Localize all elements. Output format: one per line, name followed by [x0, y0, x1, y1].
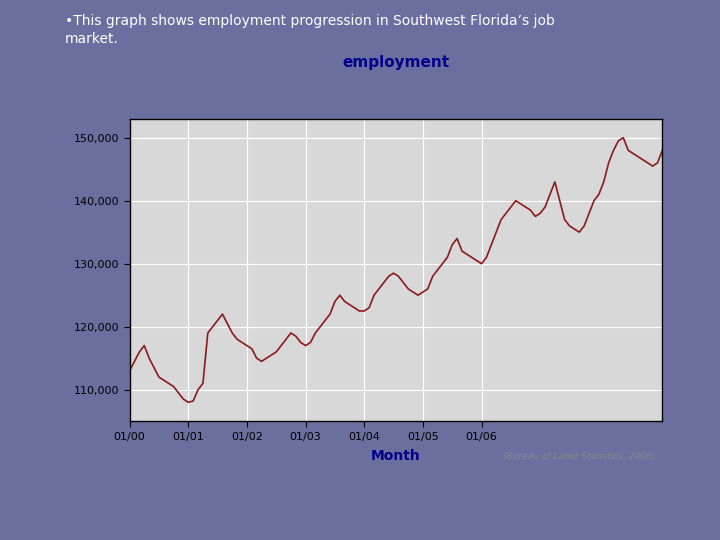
- Text: Month: Month: [371, 449, 421, 463]
- Text: employment: employment: [343, 55, 449, 70]
- Text: •This graph shows employment progression in Southwest Florida’s job
market.: •This graph shows employment progression…: [65, 14, 554, 46]
- Text: (Bureau of Labor Statistics, 2006): (Bureau of Labor Statistics, 2006): [503, 452, 655, 461]
